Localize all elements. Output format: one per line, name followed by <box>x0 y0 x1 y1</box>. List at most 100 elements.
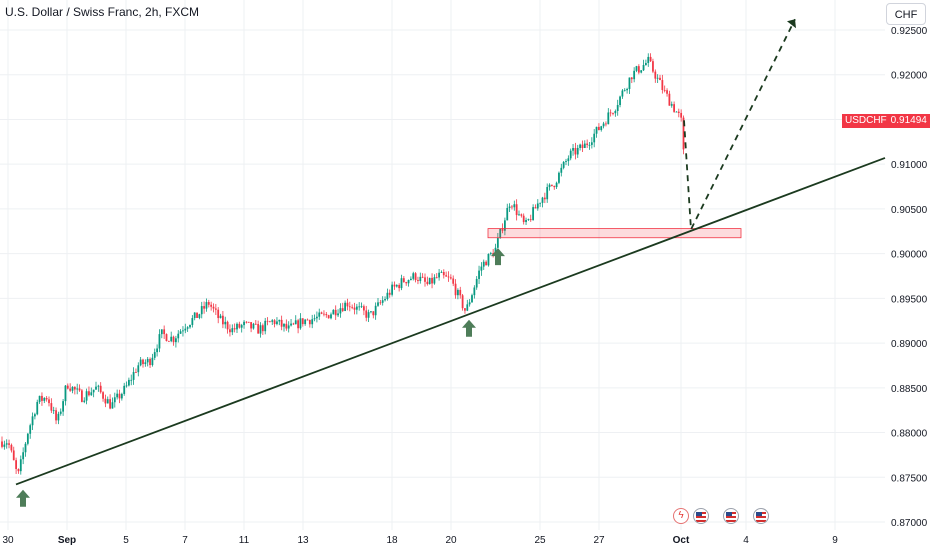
candle-body <box>386 292 389 300</box>
candle-body <box>398 285 401 289</box>
candle-body <box>184 328 187 331</box>
candle-body <box>614 110 617 114</box>
candle-body <box>137 365 140 373</box>
candle-body <box>48 399 50 404</box>
candle-body <box>177 333 180 339</box>
candle-body <box>231 328 234 333</box>
candle-body <box>440 272 443 273</box>
candle-body <box>224 321 227 325</box>
candle-body <box>673 104 675 112</box>
candle-body <box>135 371 137 373</box>
us-flag-icon[interactable] <box>723 508 739 524</box>
up-arrow-icon[interactable] <box>16 489 30 507</box>
candle-body <box>560 167 563 173</box>
candle-body <box>565 161 567 162</box>
candle-body <box>3 444 6 447</box>
candle-body <box>417 280 419 282</box>
candle-body <box>172 336 175 343</box>
candle-body <box>57 413 60 421</box>
candle-body <box>12 450 15 461</box>
candle-body <box>292 323 295 325</box>
candle-body <box>529 219 532 221</box>
y-tick-label: 0.87000 <box>891 518 928 529</box>
up-arrow-markers[interactable] <box>16 248 505 507</box>
candle-body <box>69 388 72 391</box>
candle-body <box>203 306 205 309</box>
candle-body <box>435 277 438 279</box>
candle-body <box>59 411 62 414</box>
us-flag-icon[interactable] <box>753 508 769 524</box>
candle-body <box>238 323 241 328</box>
candle-body <box>214 308 217 310</box>
candle-body <box>348 306 351 308</box>
candle-body <box>198 314 201 318</box>
candle-body <box>327 315 330 319</box>
up-arrow-icon[interactable] <box>462 319 476 337</box>
candle-body <box>212 306 215 309</box>
candle-body <box>320 312 323 314</box>
candle-body <box>210 304 213 307</box>
currency-button[interactable]: CHF <box>886 3 926 25</box>
candle-body <box>645 63 647 66</box>
trendline[interactable] <box>15 157 886 486</box>
candle-body <box>410 278 412 281</box>
candle-body <box>353 307 356 310</box>
candle-body <box>414 273 417 281</box>
candle-body <box>85 391 88 401</box>
candle-body <box>459 289 462 296</box>
candle-body <box>276 321 278 325</box>
candle-body <box>478 270 480 279</box>
up-arrow-icon[interactable] <box>491 248 505 266</box>
support-zone[interactable] <box>487 228 742 239</box>
candle-body <box>522 215 525 223</box>
candle-body <box>583 143 586 149</box>
candle-body <box>381 300 384 303</box>
candle-body <box>10 444 13 451</box>
candle-body <box>640 70 643 73</box>
candle-body <box>118 393 121 399</box>
candle-body <box>499 228 502 238</box>
candle-body <box>431 277 433 284</box>
candle-body <box>355 306 358 310</box>
candle-body <box>90 392 93 396</box>
x-tick-label: 4 <box>743 535 749 546</box>
candle-body <box>24 443 27 453</box>
candle-body <box>151 357 154 366</box>
candle-body <box>454 283 457 296</box>
candle-body <box>113 397 116 403</box>
x-axis[interactable]: 30 Sep 5 7 11 13 18 20 25 27 Oct 4 9 <box>2 535 838 546</box>
candle-body <box>344 302 346 311</box>
candle-body <box>240 325 243 328</box>
candle-body <box>170 336 173 342</box>
candle-body <box>562 161 565 168</box>
candle-body <box>346 302 349 307</box>
candle-body <box>283 323 285 327</box>
candle-body <box>83 400 86 402</box>
candle-body <box>269 321 271 323</box>
candle-body <box>254 323 257 325</box>
candle-body <box>88 391 90 396</box>
y-tick-label: 0.92000 <box>891 71 928 82</box>
candle-body <box>318 312 321 317</box>
lightning-icon[interactable]: ϟ <box>673 508 689 524</box>
candle-body <box>452 278 455 284</box>
projection-path[interactable] <box>683 18 796 233</box>
candle-body <box>677 111 680 113</box>
candle-body <box>179 331 182 334</box>
us-flag-icon[interactable] <box>693 508 709 524</box>
candle-body <box>468 302 471 305</box>
x-tick-label: 30 <box>2 535 14 546</box>
candle-body <box>649 56 652 62</box>
candle-body <box>442 272 445 276</box>
y-axis[interactable]: 0.925000.920000.915000.910000.905000.900… <box>891 26 928 529</box>
candle-body <box>635 66 638 71</box>
candle-body <box>612 113 614 114</box>
candle-body <box>388 292 391 295</box>
candle-body <box>567 158 570 162</box>
candle-body <box>595 126 598 134</box>
candle-body <box>363 306 365 311</box>
candle-body <box>668 93 671 106</box>
candle-body <box>287 325 290 329</box>
candle-body <box>313 318 316 320</box>
